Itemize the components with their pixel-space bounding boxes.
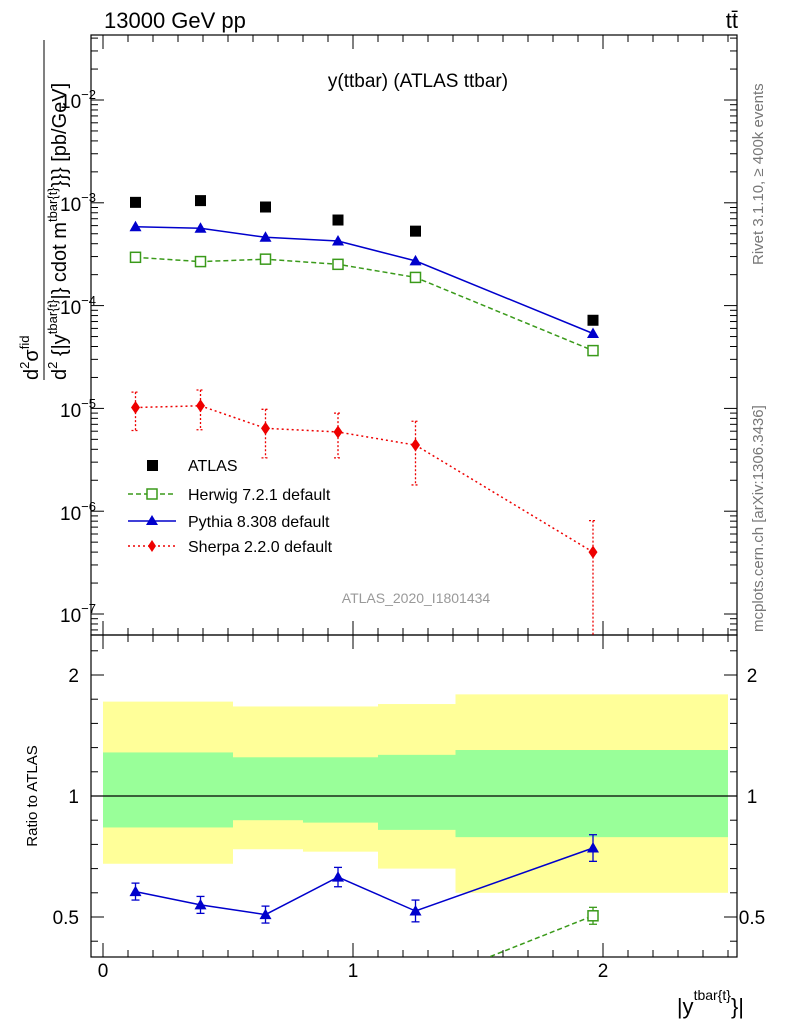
legend-herwig-label: Herwig 7.2.1 default xyxy=(188,487,331,504)
ratio-ytick-05-right: 0.5 xyxy=(739,908,765,929)
series-line-pythia xyxy=(135,225,594,335)
ylabel-mid: |} cdot m xyxy=(49,222,71,299)
x-axis-label: |ytbar{t}}| xyxy=(677,987,744,1019)
point-sherpa-3 xyxy=(333,425,343,439)
series-line-sherpa xyxy=(135,405,594,553)
axis-ticks xyxy=(91,35,737,957)
xtick-label-1: 1 xyxy=(348,961,359,982)
point-sherpa-2 xyxy=(261,421,270,435)
band-green-2 xyxy=(303,757,378,823)
point-herwig-5 xyxy=(587,344,599,357)
legend-atlas-label: ATLAS xyxy=(188,458,238,475)
ylabel-sup2: 2 xyxy=(45,362,60,369)
point-sherpa-4 xyxy=(411,438,420,452)
ylabel-sup1: 2 xyxy=(17,362,32,369)
legend: ATLAS Herwig 7.2.1 default Pythia 8.308 … xyxy=(128,458,333,556)
point-pythia-5 xyxy=(587,327,599,339)
ytick-label-1e-7: 10−7 xyxy=(60,601,96,627)
ytick-label-1e-3: 10−3 xyxy=(60,190,96,216)
point-atlas-5 xyxy=(587,314,599,326)
mcplots-label: mcplots.cern.ch [arXiv:1306.3436] xyxy=(750,405,767,632)
ylabel-y: {|y xyxy=(49,334,71,361)
point-atlas-3 xyxy=(332,214,344,226)
ratio-point-pythia-4 xyxy=(409,904,422,916)
process-label: tt̄ xyxy=(726,8,738,33)
xtick-labels: 0 1 2 xyxy=(98,961,609,982)
ratio-point-pythia-3 xyxy=(332,871,344,882)
watermark: ATLAS_2020_I1801434 xyxy=(342,590,491,606)
xtick-label-0: 0 xyxy=(98,961,109,982)
point-pythia-4 xyxy=(409,254,422,266)
legend-atlas-marker xyxy=(147,460,158,471)
point-pythia-1 xyxy=(194,222,207,233)
band-green-0 xyxy=(103,752,233,828)
point-atlas-1 xyxy=(195,195,206,207)
ylabel-sub1: tbar{t} xyxy=(45,299,60,334)
ylabel-sub2: tbar{t} xyxy=(45,187,60,222)
xtick-label-2: 2 xyxy=(598,961,609,982)
ylabel-sigma: σ xyxy=(21,349,43,362)
point-herwig-3 xyxy=(332,258,344,271)
ylabel-d2: d xyxy=(49,369,71,380)
ylabel-fid: fid xyxy=(17,336,32,350)
band-green-3 xyxy=(378,754,456,830)
svg-text:d2 {|ytbar{t}|} cdot mtbar{t}}: d2 {|ytbar{t}|} cdot mtbar{t}}}} [pb/GeV… xyxy=(45,83,71,380)
ratio-ytick-05-left: 0.5 xyxy=(53,908,79,929)
ratio-point-pythia-1 xyxy=(194,898,207,910)
point-herwig-4 xyxy=(409,271,422,284)
legend-herwig-marker xyxy=(146,488,158,500)
ratio-point-pythia-2 xyxy=(259,908,272,920)
point-herwig-0 xyxy=(129,251,142,264)
ytick-label-1e-2: 10−2 xyxy=(60,87,96,113)
point-atlas-0 xyxy=(130,196,141,208)
svg-text:d2σfid: d2σfid xyxy=(17,336,43,380)
point-atlas-2 xyxy=(260,201,271,213)
ratio-line-pythia xyxy=(135,847,594,916)
ratio-point-pythia-5 xyxy=(587,842,599,853)
band-green-1 xyxy=(233,757,303,821)
point-atlas-4 xyxy=(410,225,421,237)
rivet-label: Rivet 3.1.10, ≥ 400k events xyxy=(750,83,767,265)
legend-pythia-label: Pythia 8.308 default xyxy=(188,514,330,531)
legend-sherpa-label: Sherpa 2.2.0 default xyxy=(188,539,333,556)
point-sherpa-5 xyxy=(588,545,598,559)
ratio-plot-marks xyxy=(91,694,737,957)
legend-pythia-marker xyxy=(146,515,158,525)
point-pythia-3 xyxy=(332,235,344,246)
point-sherpa-1 xyxy=(196,399,205,413)
ratio-ylabel: Ratio to ATLAS xyxy=(24,745,41,846)
ratio-line-herwig xyxy=(487,915,594,957)
ratio-ytick-labels: 2 1 0.5 2 1 0.5 xyxy=(53,666,766,929)
ylabel-d1: d xyxy=(21,369,43,380)
plot-title: y(ttbar) (ATLAS ttbar) xyxy=(328,71,508,92)
main-ytick-labels: 10−2 10−3 10−4 10−5 10−6 10−7 xyxy=(60,87,96,627)
ytick-label-1e-6: 10−6 xyxy=(60,499,96,525)
ratio-point-pythia-0 xyxy=(129,885,142,897)
ytick-label-1e-4: 10−4 xyxy=(60,293,96,319)
point-herwig-1 xyxy=(194,255,207,268)
energy-label: 13000 GeV pp xyxy=(104,8,246,33)
point-sherpa-0 xyxy=(131,401,140,415)
legend-sherpa-marker xyxy=(148,540,156,552)
band-green-4 xyxy=(455,750,728,838)
main-ylabel: d2σfid d2 {|ytbar{t}|} cdot mtbar{t}}}} … xyxy=(17,40,71,380)
ytick-label-1e-5: 10−5 xyxy=(60,396,96,422)
ratio-ytick-2-left: 2 xyxy=(68,666,79,687)
point-herwig-2 xyxy=(259,253,272,265)
main-plot-marks xyxy=(129,195,599,635)
ratio-ytick-1-right: 1 xyxy=(747,787,758,808)
point-pythia-2 xyxy=(259,231,272,242)
ratio-ytick-1-left: 1 xyxy=(68,787,79,808)
ylabel-unit: }}} [pb/GeV] xyxy=(49,83,71,188)
point-pythia-0 xyxy=(129,220,142,232)
series-line-herwig xyxy=(135,256,594,352)
ratio-point-herwig-1 xyxy=(587,910,599,922)
ratio-ytick-2-right: 2 xyxy=(747,666,758,687)
